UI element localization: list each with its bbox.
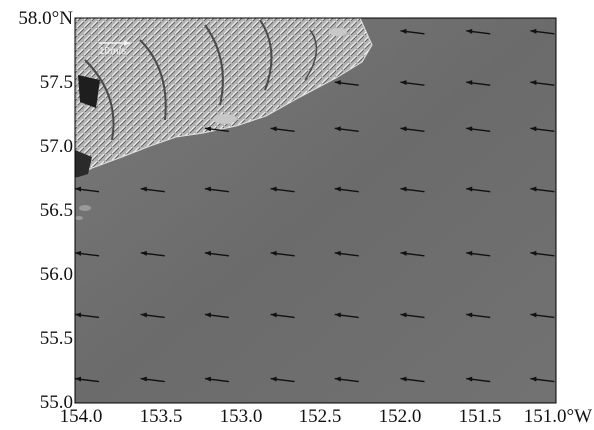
wind-arrow-head (334, 376, 341, 382)
wind-arrow-head (400, 126, 407, 132)
plot-frame (74, 17, 557, 404)
scale-label: 10m/s (99, 46, 126, 57)
wind-arrow-head (270, 186, 277, 192)
wind-arrow-head (530, 312, 537, 318)
lat-tick-label: 57.5 (40, 72, 73, 93)
wind-arrow-head (270, 250, 277, 256)
lon-tick-label: 151.0°W (524, 406, 592, 427)
wind-arrow-head (466, 250, 473, 256)
wind-arrow-head (204, 126, 211, 132)
wind-arrow-head (334, 186, 341, 192)
wind-arrow-head (530, 28, 537, 34)
wind-arrow-head (466, 80, 473, 86)
wind-vector-field (75, 28, 555, 383)
scale-arrow-head (124, 40, 130, 46)
satellite-image-panel: 10m/s (74, 17, 557, 404)
wind-arrow-head (204, 376, 211, 382)
wind-arrow-head (75, 376, 81, 382)
lon-tick-label: 153.5 (140, 406, 183, 427)
wind-arrow-head (400, 250, 407, 256)
wind-arrow-head (466, 126, 473, 132)
lon-tick-label: 152.0 (379, 406, 422, 427)
scale-vector: 10m/s (99, 40, 130, 57)
coastline-landmass (75, 18, 373, 220)
lat-tick-label: 58.0°N (18, 8, 73, 29)
lon-tick-label: 153.0 (220, 406, 263, 427)
wind-arrow-head (530, 186, 537, 192)
lat-tick-label: 56.5 (40, 200, 73, 221)
wind-arrow-head (270, 376, 277, 382)
wind-arrow-head (466, 312, 473, 318)
wind-arrow-head (466, 186, 473, 192)
wind-arrow-head (334, 312, 341, 318)
lon-tick-label: 154.0 (60, 406, 103, 427)
lat-tick-label: 55.5 (40, 328, 73, 349)
wind-arrow-head (530, 250, 537, 256)
wind-arrow-head (400, 186, 407, 192)
wind-arrow-head (400, 80, 407, 86)
wind-arrow-head (270, 312, 277, 318)
wind-arrow-head (75, 312, 81, 318)
wind-arrow-head (530, 126, 537, 132)
wind-arrow-head (334, 80, 341, 86)
lon-tick-label: 152.5 (299, 406, 342, 427)
wind-arrow-head (334, 126, 341, 132)
wind-arrow-head (75, 186, 81, 192)
wind-arrow-head (204, 186, 211, 192)
wind-arrow-head (204, 250, 211, 256)
wind-arrow-head (140, 312, 147, 318)
wind-arrow-head (400, 28, 407, 34)
longitude-axis: 154.0 153.5 153.0 152.5 152.0 151.5 151.… (60, 406, 592, 427)
wind-arrow-head (530, 376, 537, 382)
wind-arrow-head (334, 250, 341, 256)
wind-arrow-head (140, 186, 147, 192)
lat-tick-label: 57.0 (40, 136, 73, 157)
wind-arrow-head (466, 28, 473, 34)
wind-arrow-head (530, 80, 537, 86)
lat-tick-label: 55.0 (40, 392, 73, 413)
wind-arrow-head (270, 126, 277, 132)
lat-tick-label: 56.0 (40, 264, 73, 285)
lon-tick-label: 151.5 (459, 406, 502, 427)
wind-arrow-head (140, 376, 147, 382)
wind-arrow-head (400, 312, 407, 318)
wind-arrow-head (466, 376, 473, 382)
wind-arrow-head (204, 312, 211, 318)
wind-arrow-head (140, 250, 147, 256)
wind-arrow-head (400, 376, 407, 382)
wind-arrow-head (75, 250, 81, 256)
latitude-axis: 58.0°N 57.5 57.0 56.5 56.0 55.5 55.0 (18, 8, 73, 413)
